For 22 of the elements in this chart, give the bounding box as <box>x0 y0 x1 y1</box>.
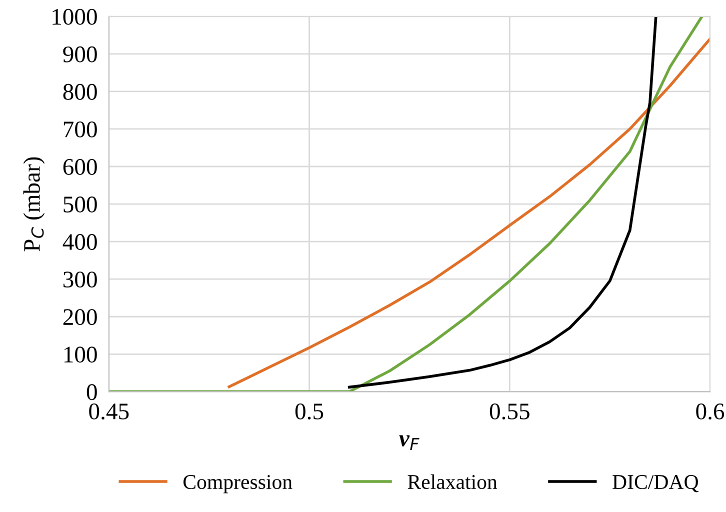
y-tick-label: 600 <box>63 158 97 175</box>
y-tick-label: 0 <box>86 384 97 400</box>
y-tick-label: 800 <box>63 84 97 100</box>
y-axis-title: P$_{C}$ (mbar) <box>23 157 45 252</box>
line-series <box>348 16 658 389</box>
y-tick-label: 700 <box>64 121 97 138</box>
y-tick-label: 400 <box>62 234 97 250</box>
y-tick-label: 100 <box>64 346 97 363</box>
y-tick-label: 500 <box>64 196 97 212</box>
legend-label: Compression <box>183 475 292 494</box>
legend-label: Relaxation <box>408 474 498 490</box>
line-series <box>228 38 710 388</box>
y-tick-label: 1000 <box>52 8 97 25</box>
y-tick-label: 900 <box>63 46 97 62</box>
x-tick-label: 0.5 <box>295 403 324 420</box>
x-axis-title: v$_{F}$ <box>399 435 420 450</box>
y-tick-label: 300 <box>64 272 97 288</box>
x-tick-label: 0.6 <box>696 403 724 420</box>
legend-label: DIC/DAQ <box>612 475 698 492</box>
x-tick-label: 0.55 <box>490 403 530 420</box>
y-tick-label: 200 <box>63 309 97 326</box>
x-tick-label: 0.45 <box>89 403 129 420</box>
